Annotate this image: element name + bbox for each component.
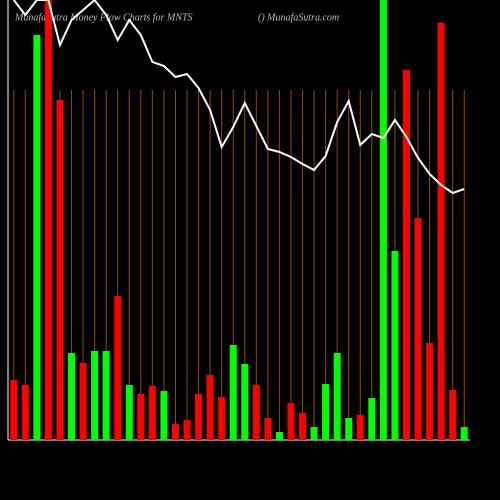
bar bbox=[79, 363, 87, 440]
bar bbox=[183, 420, 191, 440]
bar bbox=[264, 418, 272, 440]
bar bbox=[437, 23, 445, 440]
bar bbox=[206, 375, 214, 440]
bar bbox=[114, 296, 122, 440]
bar bbox=[356, 415, 364, 440]
bar bbox=[368, 398, 376, 440]
bar bbox=[414, 218, 422, 440]
chart-subtitle: () MunafaSutra.com bbox=[258, 12, 339, 23]
bar bbox=[68, 353, 76, 440]
bar bbox=[44, 0, 52, 440]
bar bbox=[137, 394, 145, 440]
bar bbox=[449, 390, 457, 440]
bar bbox=[402, 70, 410, 440]
bar bbox=[10, 380, 18, 440]
bar bbox=[229, 345, 237, 440]
bar bbox=[299, 413, 307, 440]
bar bbox=[171, 424, 179, 440]
bar bbox=[102, 351, 110, 440]
bar bbox=[310, 427, 318, 440]
chart-title: MunafaSutra Money Flow Charts for MNTS bbox=[14, 12, 193, 23]
bar bbox=[125, 385, 133, 440]
bar bbox=[33, 35, 41, 440]
bar bbox=[287, 403, 295, 440]
price-line bbox=[12, 0, 465, 195]
bar bbox=[195, 394, 203, 440]
bar bbox=[379, 0, 387, 440]
bar bbox=[252, 385, 260, 440]
bar bbox=[91, 351, 99, 440]
bar bbox=[56, 100, 64, 440]
bar bbox=[426, 343, 434, 440]
bar bbox=[275, 432, 283, 440]
bar bbox=[148, 386, 156, 440]
bar bbox=[160, 391, 168, 440]
bar bbox=[345, 418, 353, 440]
bar bbox=[391, 251, 399, 440]
bar bbox=[21, 385, 29, 440]
bar bbox=[241, 364, 249, 440]
bar bbox=[460, 427, 468, 440]
bar bbox=[322, 384, 330, 440]
bar bbox=[218, 397, 226, 440]
bar bbox=[333, 353, 341, 440]
